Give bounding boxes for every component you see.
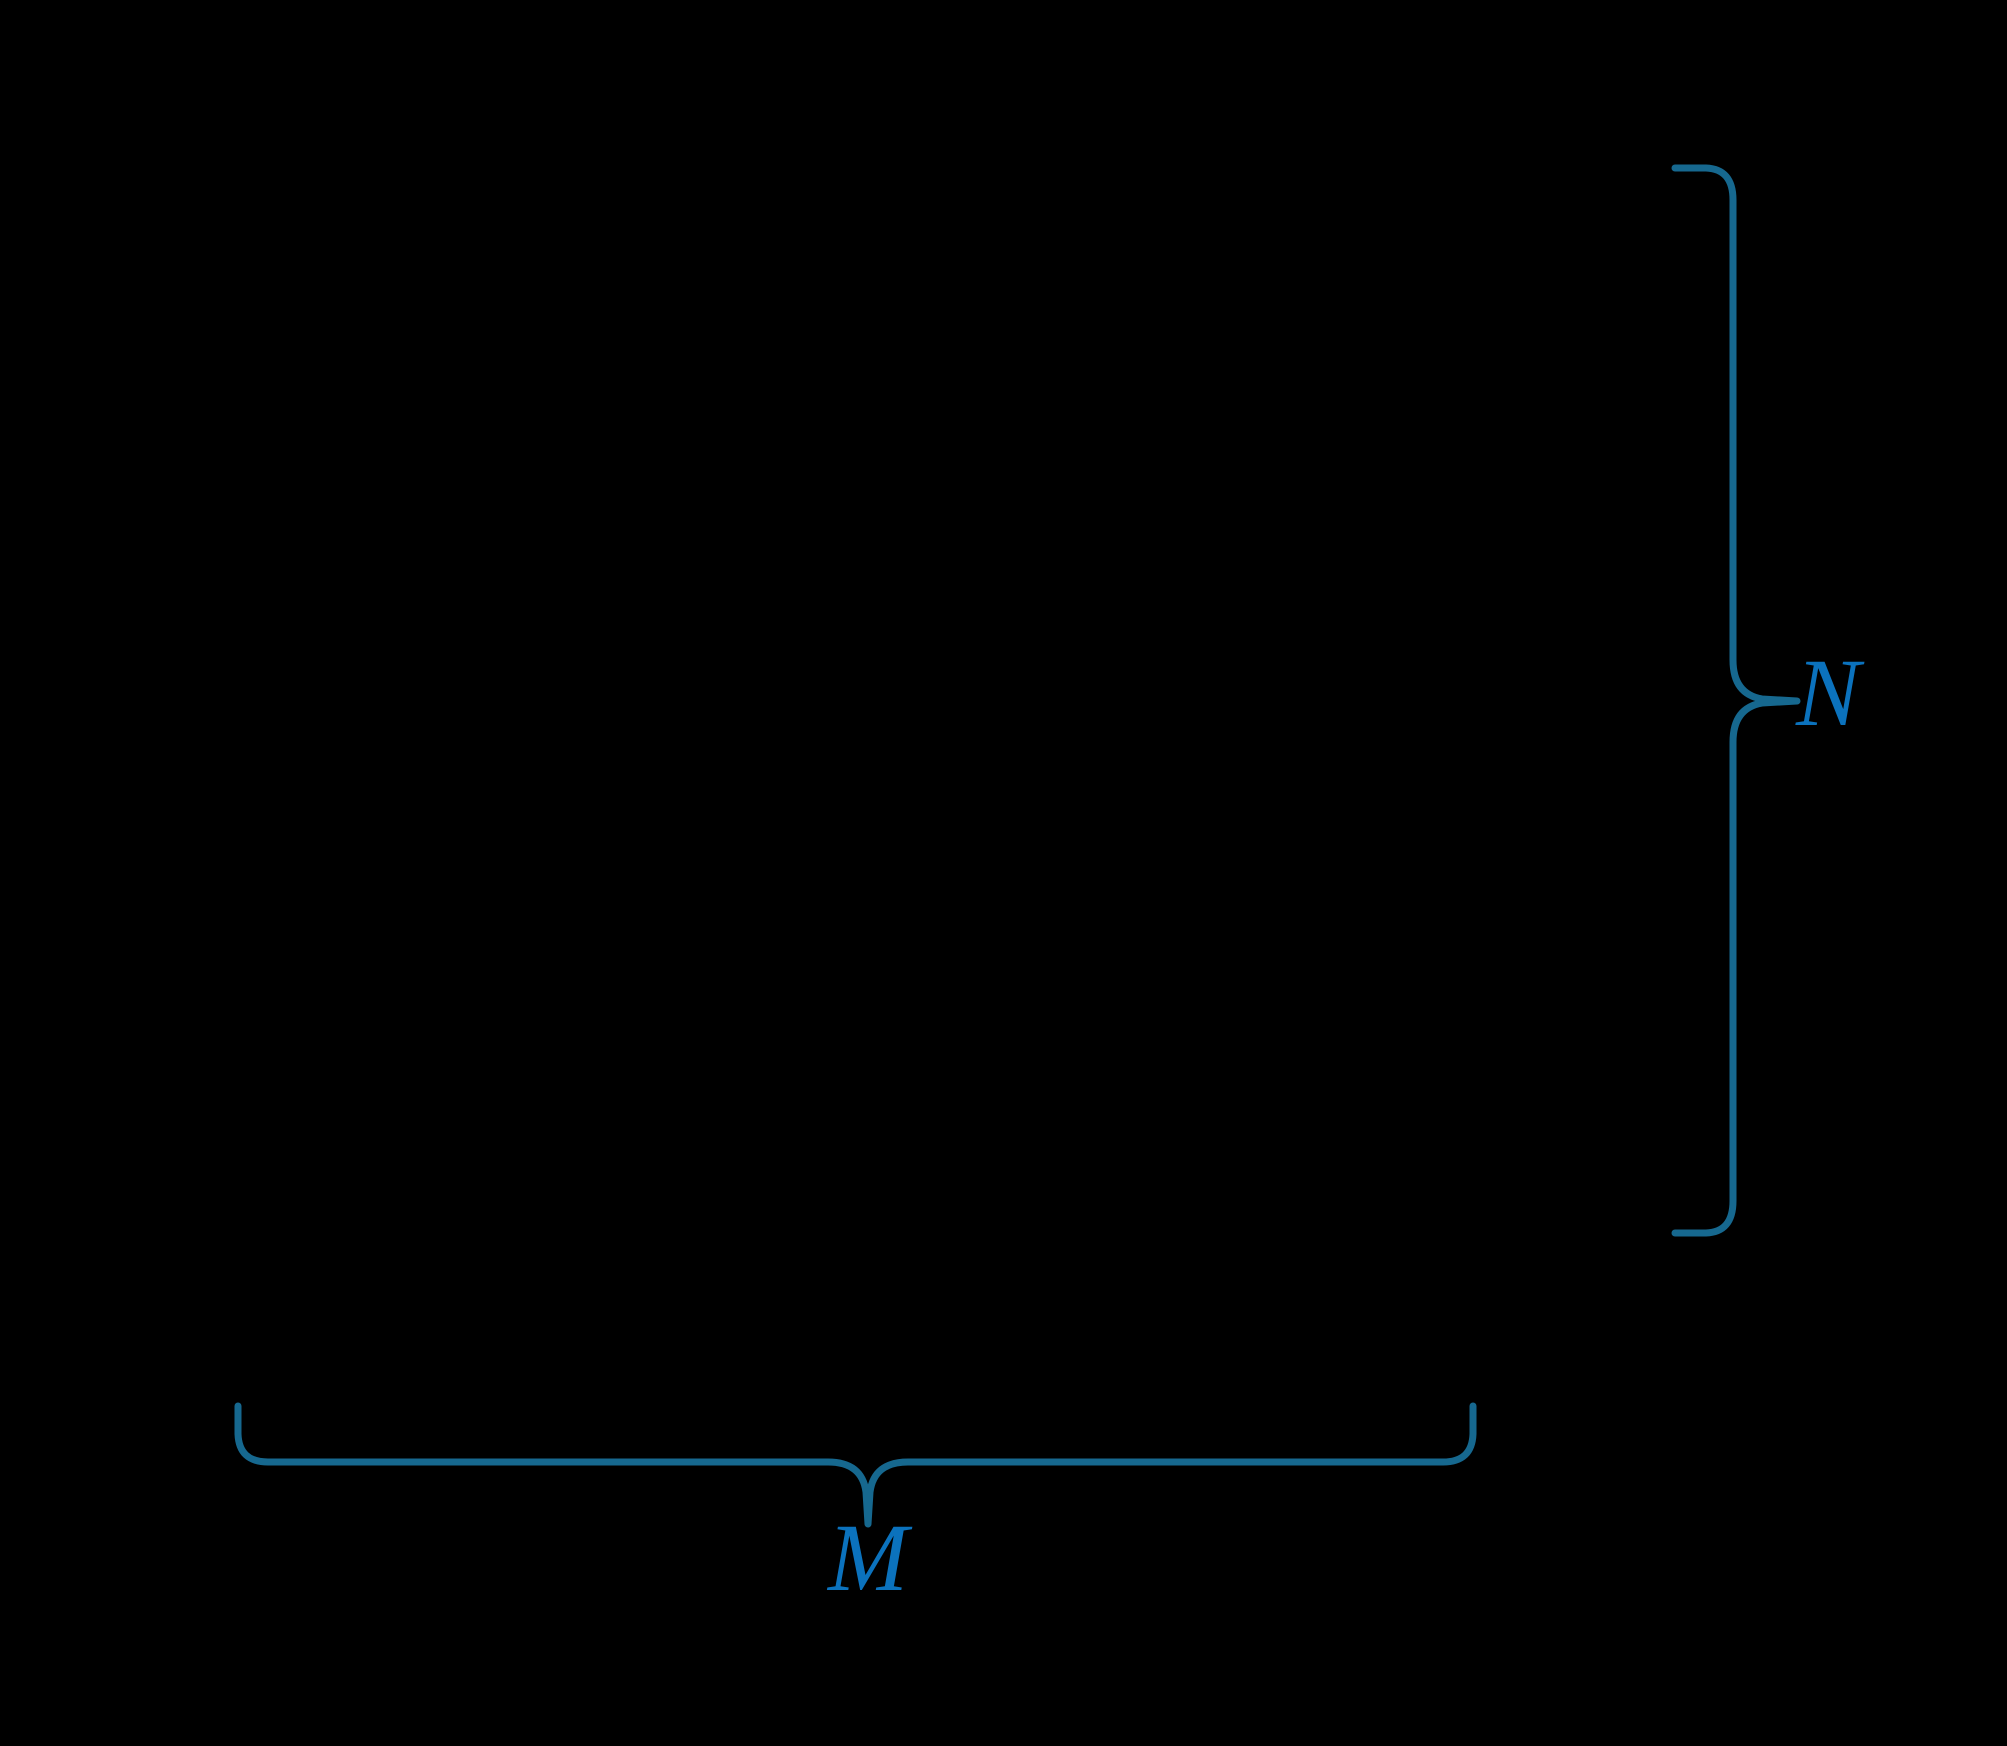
vertical-brace-n	[1671, 164, 1801, 1237]
horizontal-brace-group	[234, 1402, 1477, 1528]
dimension-label-m: M	[826, 1504, 913, 1611]
dimension-label-n: N	[1795, 639, 1865, 746]
vertical-brace-group	[1671, 164, 1801, 1237]
horizontal-brace-m	[234, 1402, 1477, 1528]
